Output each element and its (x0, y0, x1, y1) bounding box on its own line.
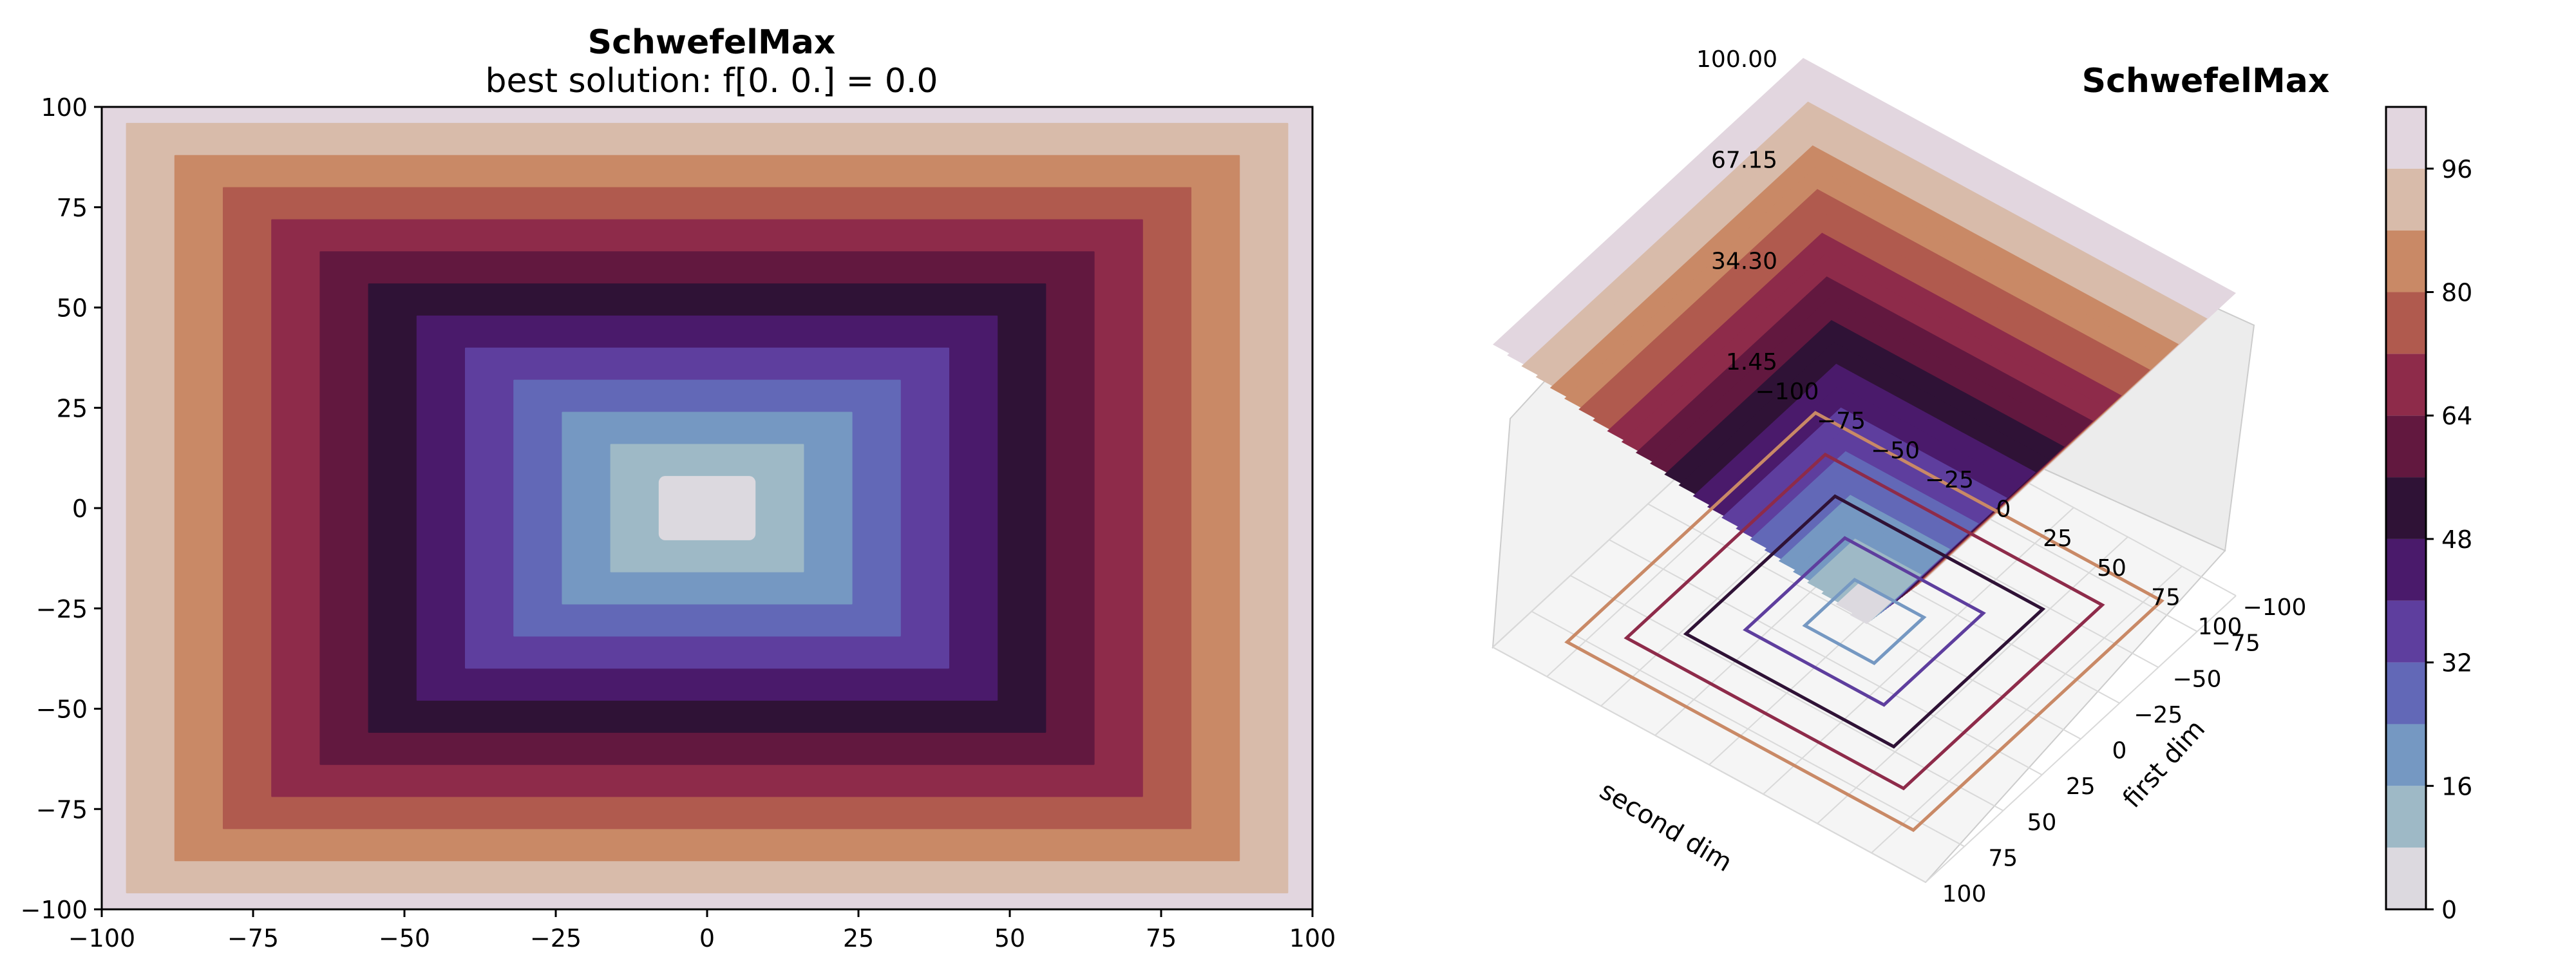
colorbar-band (2386, 662, 2426, 724)
colorbar-tick-label: 96 (2441, 155, 2472, 184)
z-tick-label: 34.30 (1711, 248, 1777, 274)
first-dim-tick-label: −75 (2211, 630, 2260, 657)
x-tick-label: −100 (68, 924, 135, 952)
second-dim-tick-label: −100 (1756, 379, 1819, 405)
x-tick-label: 50 (994, 924, 1025, 952)
y-tick-label: 75 (57, 194, 88, 222)
first-dim-tick-label: 75 (1988, 845, 2018, 871)
colorbar-band (2386, 230, 2426, 292)
surface-z-ticks: 1.45 34.30 67.15 100.00 (1696, 46, 1777, 375)
second-dim-tick-label: 50 (2097, 555, 2126, 582)
second-dim-tick-label: 75 (2151, 584, 2181, 611)
colorbar-band (2386, 848, 2426, 909)
floor-gridline (1492, 647, 1926, 883)
colorbar-band (2386, 600, 2426, 663)
colorbar-frame (2385, 106, 2427, 911)
first-dim-tick-label: −100 (2243, 594, 2307, 621)
surface-ylabel: second dim (1595, 776, 1738, 878)
contour-title: SchwefelMax (588, 23, 836, 62)
second-dim-tick-label: 100 (2198, 614, 2242, 640)
floor-contour-line (1802, 578, 1927, 665)
contour-panel: SchwefelMax best solution: f[0. 0.] = 0.… (21, 23, 1336, 952)
contour-band (658, 476, 756, 540)
y-tick-label: 100 (41, 93, 88, 122)
x-tick-label: −50 (379, 924, 430, 952)
surface-level-ring (1850, 604, 1879, 625)
floor-gridline (1817, 536, 2128, 824)
first-dim-tick-label: −25 (2134, 702, 2183, 728)
colorbar-tick-label: 80 (2441, 279, 2472, 307)
floor-contour-line (1683, 494, 2046, 749)
colorbar-band (2386, 107, 2426, 169)
surface-level-ring (1835, 582, 1893, 623)
colorbar-band (2386, 786, 2426, 848)
floor-gridline (1925, 595, 2237, 883)
second-dim-tick-label: 0 (1996, 497, 2011, 523)
first-dim-tick-label: 25 (2066, 773, 2096, 800)
second-dim-tick-label: −25 (1925, 467, 1974, 493)
second-dim-tick-label: −50 (1871, 437, 1920, 464)
colorbar-band (2386, 724, 2426, 786)
x-tick-label: 0 (699, 924, 715, 952)
surface-mesh (1493, 58, 2236, 625)
z-tick-label: 100.00 (1696, 46, 1777, 73)
contour-y-ticks: −100 −75 −50 −25 0 25 50 75 100 (21, 93, 102, 924)
first-dim-tick-label: −50 (2173, 666, 2222, 692)
z-tick-label: 1.45 (1726, 349, 1777, 375)
contour-x-ticks: −100 −75 −50 −25 0 25 50 75 100 (68, 909, 1336, 952)
floor-gridline (1609, 539, 2043, 776)
floor-contour-line (1564, 410, 2164, 833)
colorbar-band (2386, 168, 2426, 231)
x-tick-label: 25 (843, 924, 874, 952)
colorbar-panel: 0 16 32 48 64 80 96 (2385, 106, 2472, 924)
contour-subtitle: best solution: f[0. 0.] = 0.0 (486, 62, 938, 100)
floor-gridline (1763, 507, 2074, 795)
y-tick-label: 0 (72, 495, 88, 523)
x-tick-label: 100 (1289, 924, 1336, 952)
first-dim-tick-label: 0 (2112, 738, 2127, 764)
colorbar-band (2386, 477, 2426, 539)
y-tick-label: −50 (36, 696, 88, 724)
colorbar-tick-label: 0 (2441, 896, 2457, 924)
floor-gridline (1570, 574, 2003, 811)
colorbar-band (2386, 538, 2426, 601)
second-dim-tick-label: −75 (1817, 408, 1866, 435)
surface-xlabel: first dim (2117, 714, 2211, 813)
first-dim-tick-label: 50 (2027, 810, 2057, 836)
colorbar-tick-label: 16 (2441, 772, 2472, 800)
colorbar-bands (2386, 107, 2426, 909)
colorbar-tick-label: 48 (2441, 526, 2472, 554)
floor-contour-line (1624, 452, 2105, 791)
y-tick-label: −75 (36, 795, 88, 824)
surface-second-dim-ticks: −100 −75−50−25 0 25 50 75 100 (1756, 379, 2242, 640)
y-tick-label: 50 (57, 294, 88, 323)
colorbar-tick-label: 64 (2441, 402, 2472, 430)
colorbar-ticks: 0 16 32 48 64 80 96 (2426, 155, 2472, 924)
y-tick-label: 25 (57, 394, 88, 422)
y-tick-label: −25 (36, 595, 88, 623)
first-dim-tick-label: 100 (1942, 881, 1987, 907)
colorbar-band (2386, 292, 2426, 354)
surface-title: SchwefelMax (2082, 62, 2330, 100)
floor-contours (1564, 410, 2164, 833)
floor-contour-line (1743, 536, 1986, 707)
x-tick-label: −25 (530, 924, 582, 952)
y-tick-label: −100 (21, 896, 88, 924)
floor-gridline (1531, 611, 1965, 848)
colorbar-band (2386, 354, 2426, 416)
floor-gridline (1871, 565, 2183, 854)
colorbar-tick-label: 32 (2441, 649, 2472, 677)
second-dim-tick-label: 25 (2043, 526, 2072, 552)
x-tick-label: −75 (227, 924, 279, 952)
colorbar-band (2386, 415, 2426, 478)
z-tick-label: 67.15 (1711, 147, 1777, 174)
x-tick-label: 75 (1146, 924, 1177, 952)
contour-bands (102, 107, 1312, 909)
